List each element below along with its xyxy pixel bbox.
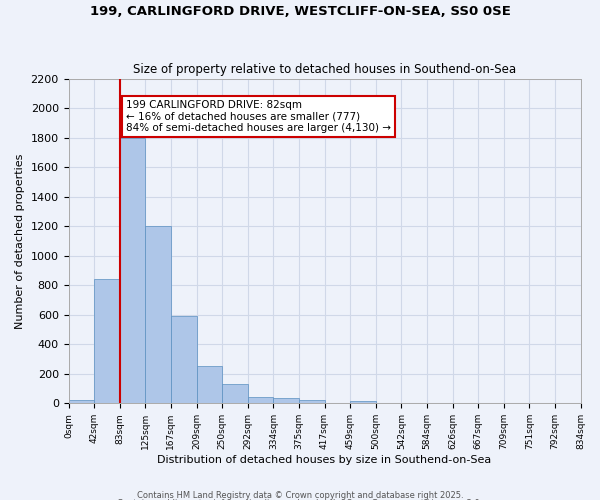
Text: 199, CARLINGFORD DRIVE, WESTCLIFF-ON-SEA, SS0 0SE: 199, CARLINGFORD DRIVE, WESTCLIFF-ON-SEA… — [89, 5, 511, 18]
Bar — [68, 400, 94, 404]
Y-axis label: Number of detached properties: Number of detached properties — [15, 154, 25, 328]
Bar — [248, 396, 274, 404]
Text: Contains HM Land Registry data © Crown copyright and database right 2025.: Contains HM Land Registry data © Crown c… — [137, 490, 463, 500]
Text: 199 CARLINGFORD DRIVE: 82sqm
← 16% of detached houses are smaller (777)
84% of s: 199 CARLINGFORD DRIVE: 82sqm ← 16% of de… — [126, 100, 391, 133]
Bar — [299, 400, 325, 404]
Bar — [274, 398, 299, 404]
Bar — [120, 138, 145, 404]
X-axis label: Distribution of detached houses by size in Southend-on-Sea: Distribution of detached houses by size … — [157, 455, 491, 465]
Bar — [171, 316, 197, 404]
Bar — [145, 226, 171, 404]
Bar — [350, 401, 376, 404]
Bar — [222, 384, 248, 404]
Bar — [197, 366, 222, 404]
Bar — [94, 280, 120, 404]
Title: Size of property relative to detached houses in Southend-on-Sea: Size of property relative to detached ho… — [133, 63, 516, 76]
